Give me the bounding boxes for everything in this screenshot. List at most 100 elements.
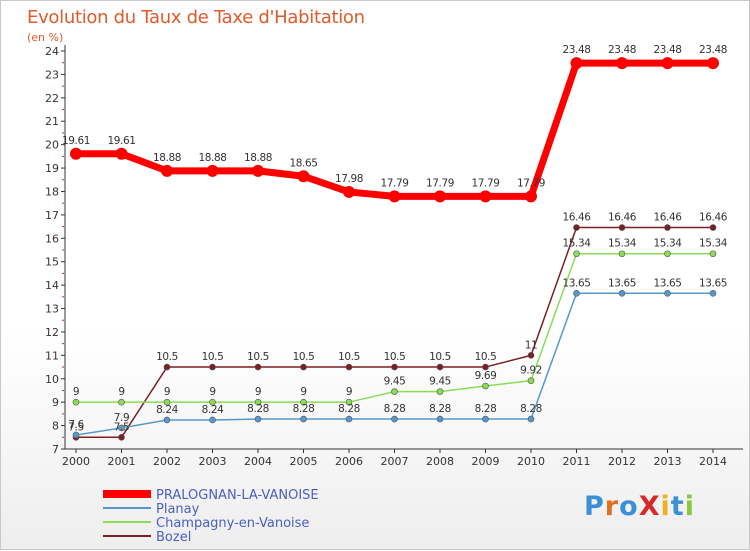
data-label: 9 [73,386,79,398]
data-point [254,363,262,371]
data-label: 10.5 [338,351,360,363]
data-point [482,415,489,423]
data-label: 23.48 [562,44,590,56]
data-label: 10.5 [384,351,406,363]
data-point [209,416,216,424]
proxiti-logo: ProXiti [584,491,695,522]
data-label: 16.46 [699,212,728,224]
data-label: 10.5 [293,351,315,363]
x-tick-label: 2012 [608,455,636,468]
data-point [70,147,82,160]
data-point [297,170,310,183]
y-tick-label: 14 [45,279,59,292]
data-point [209,363,216,371]
data-point [343,185,355,198]
logo-letter: t [670,491,685,522]
data-label: 7.5 [114,421,130,433]
data-label: 16.46 [608,212,637,224]
x-tick-label: 2001 [108,455,136,468]
data-point [345,398,353,406]
data-point [527,352,535,359]
y-tick-label: 22 [45,92,59,105]
data-point [709,290,717,297]
data-point [573,290,580,297]
data-point [300,398,307,406]
data-label: 8.28 [429,403,451,415]
data-label: 10.5 [429,351,451,363]
data-point [525,190,537,203]
y-tick-label: 23 [45,68,59,81]
data-point [206,164,219,177]
data-point [527,377,535,384]
legend-label: Bozel [156,530,191,545]
y-tick-label: 7 [52,443,59,456]
x-tick-label: 2011 [563,455,591,468]
data-point [618,250,626,258]
y-tick-label: 9 [52,396,59,409]
data-point [618,290,626,297]
data-label: 9 [118,386,124,398]
data-label: 9 [346,386,352,398]
x-tick-label: 2013 [654,455,682,468]
data-point [163,416,171,424]
data-point [661,57,674,70]
data-label: 18.88 [198,152,226,164]
data-label: 9 [255,386,261,398]
chart-subtitle: (en %) [27,31,64,44]
data-point [479,190,492,203]
data-point [664,224,671,231]
data-point [436,388,444,395]
y-tick-label: 16 [45,232,59,245]
data-point [527,415,535,423]
data-label: 9.92 [520,365,542,377]
data-point [391,363,398,371]
data-label: 10.5 [202,351,224,363]
data-label: 17.98 [335,173,363,185]
y-tick-label: 20 [45,139,59,152]
data-point [300,363,307,371]
data-label: 10.5 [475,351,497,363]
chart-title: Evolution du Taux de Taxe d'Habitation [27,7,365,28]
data-point [300,415,307,423]
data-point [618,224,626,231]
y-tick-label: 12 [45,326,59,339]
x-tick-label: 2008 [426,455,454,468]
data-label: 16.46 [653,212,682,224]
data-point [254,415,262,423]
data-point [707,57,719,70]
data-label: 9.45 [384,376,406,388]
data-label: 19.61 [62,135,90,147]
data-point [388,190,401,203]
data-label: 10.5 [247,351,269,363]
logo-letter: X [638,491,661,522]
data-point [115,147,128,160]
data-point [209,398,216,406]
data-label: 8.24 [202,404,224,416]
legend-label: PRALOGNAN-LA-VANOISE [156,488,319,503]
x-tick-label: 2000 [62,455,90,468]
data-label: 23.48 [608,44,636,56]
data-point [345,363,353,371]
x-tick-label: 2004 [244,455,272,468]
data-label: 9.69 [475,370,497,382]
data-point [345,415,353,423]
data-label: 15.34 [699,238,728,250]
logo-letter: i [684,491,695,522]
data-label: 8.28 [475,403,497,415]
data-label: 9 [164,386,170,398]
data-label: 7.5 [68,421,84,433]
data-point [72,398,80,406]
x-tick-label: 2014 [699,455,727,468]
x-tick-label: 2010 [517,455,545,468]
data-label: 8.28 [293,403,315,415]
data-point [72,431,80,439]
y-tick-label: 24 [45,45,59,58]
data-point [436,363,444,371]
data-point [434,190,446,203]
y-tick-label: 13 [45,303,59,316]
data-point [254,398,262,406]
data-point [436,415,444,423]
data-point [482,363,489,371]
data-label: 11 [525,339,538,351]
data-point [709,250,717,258]
